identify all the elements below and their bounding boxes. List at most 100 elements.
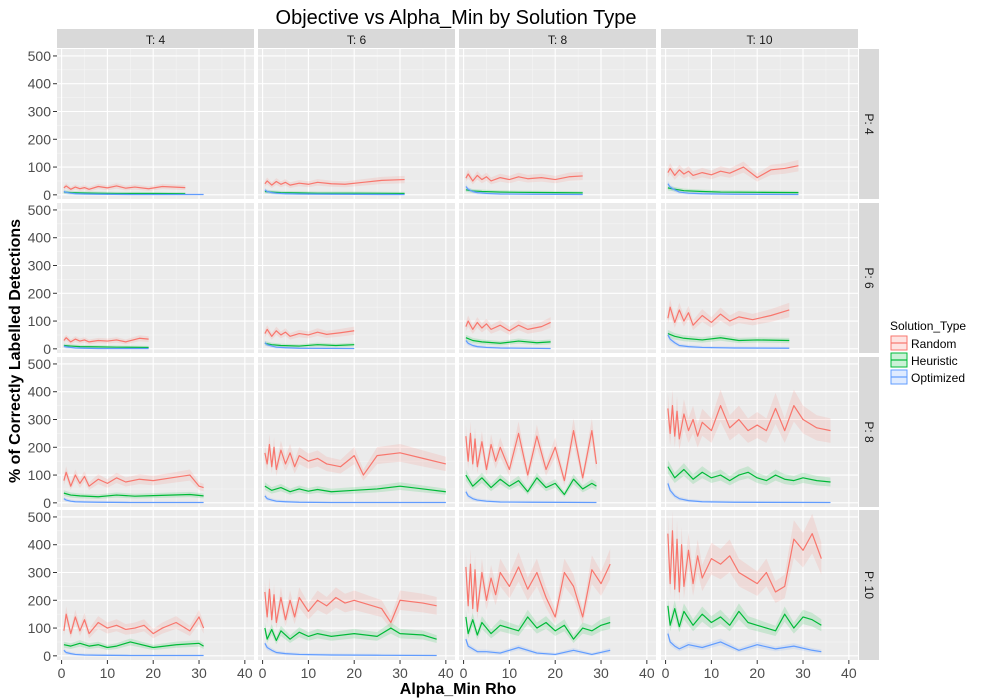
panel-p-6-t-8 bbox=[459, 203, 656, 353]
confidence-band-optimized bbox=[465, 488, 597, 503]
panel-background bbox=[459, 203, 656, 353]
panel-background bbox=[459, 357, 656, 507]
series-line-random bbox=[264, 328, 355, 337]
y-tick-label: 0 bbox=[43, 341, 51, 357]
y-tick-label: 400 bbox=[28, 384, 52, 400]
series-line-random bbox=[465, 173, 583, 182]
y-tick-label: 500 bbox=[28, 48, 52, 64]
series-line-optimized bbox=[63, 345, 149, 350]
legend-label-optimized: Optimized bbox=[911, 371, 965, 385]
confidence-band-random bbox=[465, 418, 597, 486]
confidence-band-random bbox=[264, 175, 405, 188]
series-line-heuristic bbox=[63, 492, 204, 498]
panel-p-10-t-6 bbox=[258, 510, 455, 660]
panel-p-4-t-8 bbox=[459, 49, 656, 199]
series-line-optimized bbox=[465, 638, 611, 656]
series-line-heuristic bbox=[264, 342, 355, 347]
x-axis-title: Alpha_Min Rho bbox=[400, 681, 517, 698]
confidence-band-random bbox=[465, 549, 611, 625]
panel-p-10-t-10 bbox=[661, 510, 858, 660]
confidence-band-optimized bbox=[63, 189, 204, 195]
panel-background bbox=[661, 49, 858, 199]
y-tick-label: 400 bbox=[28, 230, 52, 246]
panel-background bbox=[57, 510, 254, 660]
y-tick-label: 500 bbox=[28, 202, 52, 218]
x-tick-label: 20 bbox=[346, 665, 362, 681]
y-tick-label: 300 bbox=[28, 412, 52, 428]
series-line-heuristic bbox=[63, 344, 149, 349]
strip-t-8 bbox=[459, 29, 656, 48]
panel-background bbox=[661, 203, 858, 353]
chart-title: Objective vs Alpha_Min by Solution Type bbox=[276, 7, 637, 29]
series-line-heuristic bbox=[667, 332, 790, 342]
series-line-random bbox=[667, 165, 799, 179]
strip-t-10 bbox=[661, 29, 858, 48]
x-tick-label: 40 bbox=[237, 665, 253, 681]
panel-background bbox=[258, 357, 455, 507]
x-tick-label: 0 bbox=[662, 665, 670, 681]
series-line-heuristic bbox=[465, 616, 611, 640]
confidence-band-optimized bbox=[63, 648, 204, 656]
y-tick-label: 100 bbox=[28, 467, 52, 483]
x-tick-label: 20 bbox=[749, 665, 765, 681]
x-tick-label: 0 bbox=[259, 665, 267, 681]
y-tick-label: 500 bbox=[28, 509, 52, 525]
series-line-optimized bbox=[264, 643, 437, 657]
x-tick-label: 40 bbox=[841, 665, 857, 681]
panel-p-10-t-4 bbox=[57, 510, 254, 660]
panel-p-8-t-4 bbox=[57, 357, 254, 507]
panel-p-10-t-8 bbox=[459, 510, 656, 660]
x-tick-label: 10 bbox=[301, 665, 317, 681]
y-tick-label: 300 bbox=[28, 104, 52, 120]
panel-p-4-t-6 bbox=[258, 49, 455, 199]
panel-background bbox=[661, 510, 858, 660]
strip-t-6 bbox=[258, 29, 455, 48]
x-tick-label: 10 bbox=[502, 665, 518, 681]
series-line-heuristic bbox=[465, 337, 551, 344]
series-line-heuristic bbox=[264, 627, 437, 642]
confidence-band-optimized bbox=[264, 340, 355, 349]
series-line-optimized bbox=[264, 495, 446, 504]
strip-label-p-4: P: 4 bbox=[862, 113, 876, 135]
series-line-random bbox=[264, 588, 437, 624]
legend-title: Solution_Type bbox=[890, 319, 966, 333]
series-line-random bbox=[667, 405, 831, 440]
series-line-random bbox=[465, 430, 598, 482]
y-tick-label: 500 bbox=[28, 356, 52, 372]
confidence-band-heuristic bbox=[63, 638, 204, 651]
y-tick-label: 200 bbox=[28, 592, 52, 608]
panel-p-6-t-4 bbox=[57, 203, 254, 353]
legend-label-random: Random bbox=[911, 337, 956, 351]
y-tick-label: 400 bbox=[28, 537, 52, 553]
y-tick-label: 100 bbox=[28, 620, 52, 636]
panel-p-4-t-10 bbox=[661, 49, 858, 199]
series-line-random bbox=[465, 563, 611, 618]
y-tick-label: 0 bbox=[43, 495, 51, 511]
series-line-optimized bbox=[63, 649, 204, 657]
strip-p-4 bbox=[859, 49, 879, 199]
strip-label-p-6: P: 6 bbox=[862, 267, 876, 289]
series-line-random bbox=[63, 185, 186, 190]
panel-background bbox=[459, 49, 656, 199]
series-line-random bbox=[667, 306, 790, 326]
y-tick-label: 200 bbox=[28, 285, 52, 301]
series-line-optimized bbox=[667, 633, 822, 653]
strip-p-8 bbox=[859, 357, 879, 507]
series-line-heuristic bbox=[667, 605, 822, 632]
y-axis-title: % of Correctly Labelled Detections bbox=[7, 219, 24, 483]
x-tick-label: 20 bbox=[145, 665, 161, 681]
confidence-band-heuristic bbox=[264, 622, 437, 645]
y-tick-label: 300 bbox=[28, 258, 52, 274]
confidence-band-optimized bbox=[264, 187, 405, 195]
x-tick-label: 30 bbox=[795, 665, 811, 681]
strip-label-t-8: T: 8 bbox=[548, 33, 568, 47]
y-tick-label: 100 bbox=[28, 313, 52, 329]
confidence-band-heuristic bbox=[465, 609, 611, 644]
confidence-band-random bbox=[667, 510, 822, 603]
x-tick-label: 0 bbox=[58, 665, 66, 681]
series-line-optimized bbox=[465, 340, 551, 350]
facet-panels: T: 4 T: 6 T: 8 T: 10P: 4P: 6P: 8P: 10010020… bbox=[28, 29, 879, 681]
panel-background bbox=[57, 357, 254, 507]
x-tick-label: 30 bbox=[191, 665, 207, 681]
